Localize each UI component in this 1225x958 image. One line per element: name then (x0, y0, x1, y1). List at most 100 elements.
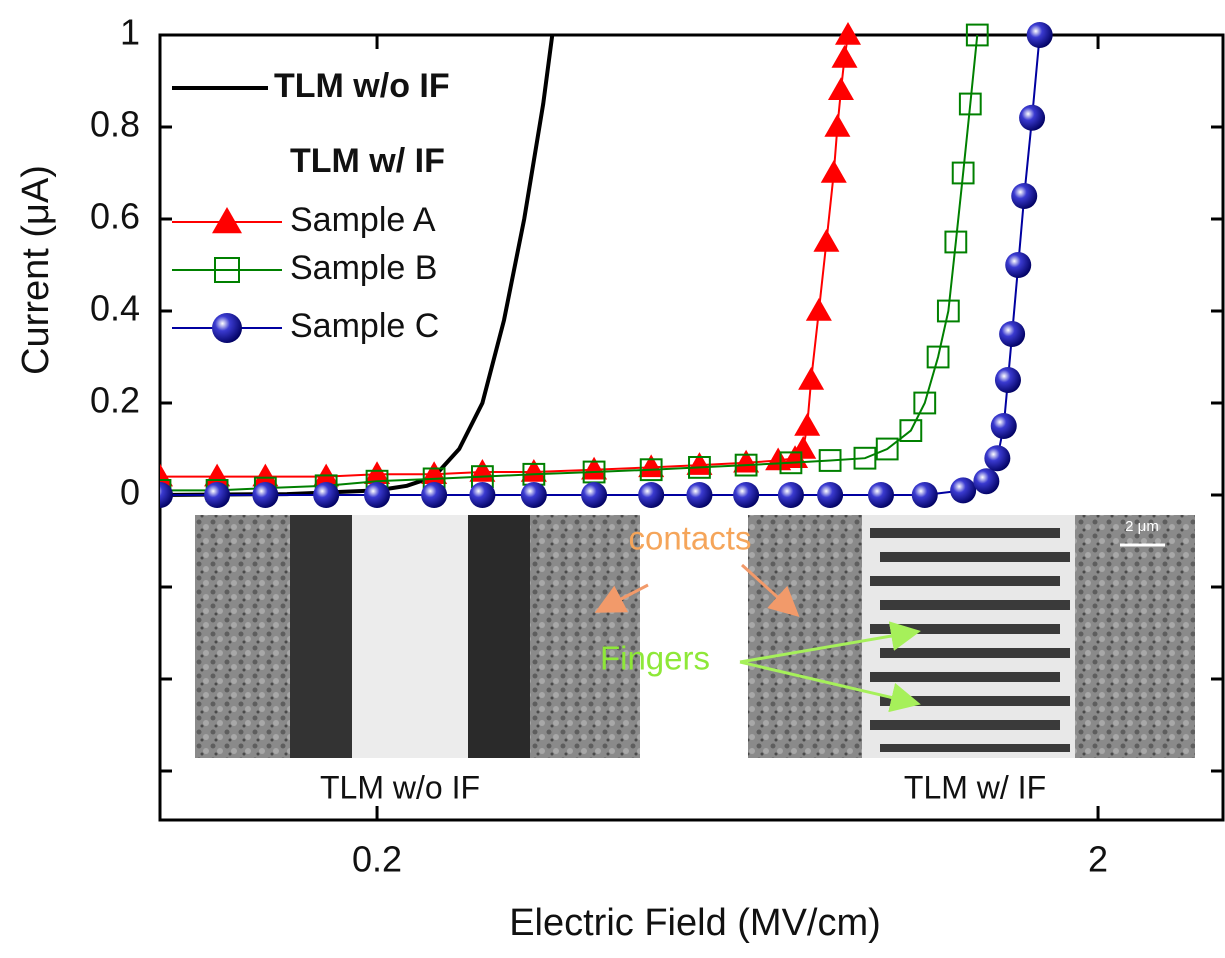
series-line (160, 34, 555, 497)
marker (926, 345, 950, 369)
scale-label: 2 μm (1125, 518, 1159, 535)
marker (520, 482, 547, 508)
marker (733, 449, 760, 473)
sem-inset: 2 μm contacts Fingers TLM w/o IF TLM w/ … (195, 515, 1195, 805)
y-axis-title: Current (μA) (15, 165, 57, 375)
sem-contact (1075, 515, 1195, 758)
marker (1019, 104, 1046, 131)
marker (639, 458, 663, 482)
marker (798, 367, 825, 390)
x-axis-title: Electric Field (MV/cm) (509, 902, 881, 944)
marker (734, 453, 758, 477)
legend-label: Sample C (290, 307, 439, 345)
marker (779, 451, 803, 475)
series-line (160, 34, 979, 492)
marker (875, 437, 899, 461)
marker (965, 23, 989, 47)
marker (867, 482, 894, 508)
marker (990, 413, 1017, 439)
y-tick-label: 1 (120, 12, 140, 53)
marker (1026, 22, 1053, 48)
marker (1011, 183, 1038, 209)
series-layer (160, 22, 1053, 508)
marker (638, 482, 665, 508)
sem-gap (352, 515, 468, 758)
marker (469, 482, 496, 508)
marker (686, 482, 713, 508)
legend-marker (214, 257, 240, 283)
x-tick-label: 2 (1088, 839, 1108, 880)
marker (733, 482, 760, 508)
legend-group-title: TLM w/ IF (290, 142, 445, 180)
marker (913, 391, 937, 415)
marker (469, 459, 496, 482)
marker (777, 482, 804, 508)
y-tick-label: 0.8 (90, 104, 140, 145)
marker (581, 456, 608, 480)
y-tick-label: 0.4 (90, 288, 140, 329)
marker (520, 459, 547, 482)
marker (936, 299, 960, 323)
series-line (160, 34, 849, 478)
marker (313, 482, 340, 508)
inset-label: TLM w/o IF (320, 769, 480, 805)
arrow (739, 660, 921, 713)
sem-contact (530, 515, 640, 758)
marker (688, 456, 711, 479)
marker (805, 298, 832, 321)
arrow (740, 563, 800, 618)
marker (160, 482, 173, 508)
annotation: Fingers (600, 640, 710, 677)
marker (853, 446, 877, 470)
marker (1005, 252, 1032, 278)
x-tick-label: 0.2 (352, 839, 402, 880)
legend-label: Sample A (290, 201, 436, 239)
marker (951, 161, 975, 185)
arrow (739, 621, 921, 664)
marker (252, 463, 279, 487)
marker (899, 419, 923, 443)
marker (818, 449, 842, 472)
marker (973, 468, 1000, 495)
marker (364, 482, 391, 508)
marker (835, 22, 862, 45)
legend-label: TLM w/o IF (274, 67, 450, 105)
arrow (594, 583, 649, 613)
marker (999, 321, 1026, 347)
annotation: contacts (629, 520, 752, 557)
marker (421, 482, 448, 508)
inset-label: TLM w/ IF (904, 769, 1046, 805)
legend-marker (212, 207, 242, 234)
marker (820, 160, 847, 183)
marker (831, 45, 858, 68)
sem-edge (290, 515, 352, 758)
marker (686, 452, 713, 475)
marker (204, 482, 231, 508)
marker (824, 114, 851, 137)
marker (817, 482, 844, 508)
marker (581, 482, 608, 508)
marker (994, 367, 1021, 393)
legend-marker (212, 313, 242, 343)
sem-edge (468, 515, 530, 758)
marker (813, 229, 840, 252)
legend-label: Sample B (290, 249, 437, 287)
sem-finger-stripes (870, 528, 1070, 752)
marker (911, 482, 938, 508)
sem-contact (748, 515, 862, 758)
marker (944, 230, 968, 254)
marker (252, 482, 279, 508)
marker (950, 477, 977, 504)
marker (794, 413, 821, 436)
marker (958, 92, 982, 116)
sem-contact (195, 515, 290, 758)
y-tick-label: 0.6 (90, 196, 140, 237)
marker (638, 454, 665, 478)
y-tick-label: 0 (120, 472, 140, 513)
plot-frame (158, 33, 1225, 822)
marker (827, 77, 854, 100)
marker (984, 445, 1011, 472)
y-tick-label: 0.2 (90, 380, 140, 421)
